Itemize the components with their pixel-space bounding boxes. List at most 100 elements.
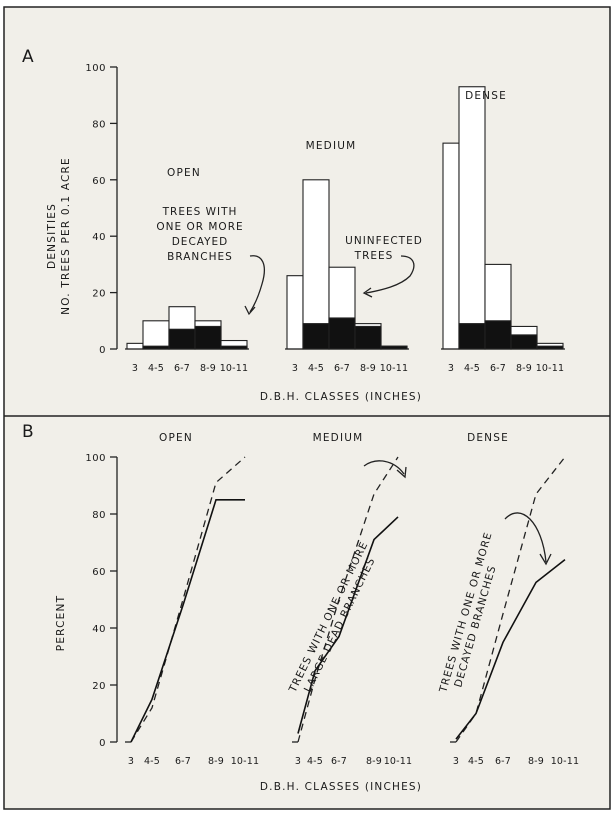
panel-b-category-label: 10-11 [384,756,413,767]
panel-b-group-label-open: OPEN [159,432,193,444]
panel-b-category-label: 6-7 [175,756,191,767]
panel-a-category-label: 10-11 [380,363,409,374]
panel-a-group-label-dense: DENSE [465,90,507,102]
panel-b-category-label: 6-7 [331,756,347,767]
panel-b-category-label: 8-9 [366,756,382,767]
panel-b-y-tick-label: 40 [92,624,106,635]
line-solid-medium [297,516,399,734]
bar-infected-medium-8-9 [354,325,382,350]
bar-infected-dense-8-9 [510,334,538,350]
panel-b-y-tick-label: 80 [92,510,106,521]
panel-a-category-label: 6-7 [174,363,190,374]
panel-a-category-label: 10-11 [536,363,565,374]
panel-b-category-label: 4-5 [144,756,160,767]
bar-total-medium-3 [286,275,304,350]
panel-b-group-label-medium: MEDIUM [313,432,364,444]
panel-b-y-tick-label: 100 [85,453,106,464]
annotation-medium-arrow [363,460,405,475]
annotation-decayed-line-4: BRANCHES [167,251,233,263]
panel-a-y-axis-title: DENSITIES [46,203,58,269]
panel-a-y-tick-label: 100 [85,63,106,74]
panel-b-label: B [22,422,34,442]
line-solid-dense [455,558,566,740]
panel-a: A DENSITIES NO. TREES PER 0.1 ACRE 0 20 40… [22,47,565,403]
annotation-decayed-line-1: TREES WITH [162,206,238,218]
panel-b-group-label-dense: DENSE [467,432,509,444]
annotation-dense-arrow [504,512,547,563]
panel-b-category-label: 10-11 [551,756,580,767]
bar-total-dense-4-5 [458,86,486,350]
panel-b-category-label: 10-11 [231,756,260,767]
panel-a-annotation-uninfected: UNINFECTED TREES [345,235,423,298]
line-dashed-medium [297,456,399,743]
bar-total-open-3 [126,342,144,350]
panel-a-category-label: 3 [448,363,454,374]
panel-b-y-tick-label: 20 [92,681,106,692]
line-dashed-dense [455,456,566,743]
panel-b-category-label: 4-5 [468,756,484,767]
panel-b-category-label: 4-5 [307,756,323,767]
panel-a-label: A [22,47,34,67]
annotation-uninfected-arrow [365,255,415,294]
panel-b-category-label: 8-9 [208,756,224,767]
line-dashed-open [130,456,246,743]
panel-b-category-label: 3 [128,756,134,767]
panel-a-y-tick-label: 40 [92,232,106,243]
panel-a-group-labels: OPEN MEDIUM DENSE [167,90,507,179]
panel-b-category-label: 3 [295,756,301,767]
annotation-decayed-arrowhead [244,305,256,316]
bar-infected-dense-6-7 [484,320,512,350]
panel-a-category-label: 8-9 [360,363,376,374]
bar-infected-open-6-7 [168,328,196,350]
panel-a-bars [125,86,565,350]
panel-b-y-axis-title: PERCENT [55,595,67,651]
panel-a-category-label: 10-11 [220,363,249,374]
bar-total-dense-3 [442,142,460,350]
annotation-uninfected-line-2: TREES [354,250,394,262]
panel-b-category-label: 3 [453,756,459,767]
panel-a-category-label: 3 [132,363,138,374]
bar-infected-medium-6-7 [328,317,356,350]
panel-a-category-label: 4-5 [464,363,480,374]
annotation-dense-arrowhead [539,553,552,566]
bar-total-open-4-5 [142,320,170,350]
panel-b-category-labels: 3 4-5 6-7 8-9 10-11 3 4-5 6-7 8-9 10-11 3 4-5 6-7 8-9… [128,756,579,767]
panel-b-x-axis-title: D.B.H. CLASSES (INCHES) [260,781,422,793]
panel-b-y-ticks: 0 20 40 60 80 100 [85,453,117,749]
panel-a-category-label: 3 [292,363,298,374]
panel-a-category-label: 4-5 [148,363,164,374]
panel-a-category-label: 6-7 [490,363,506,374]
panel-a-y-ticks: 0 20 40 60 80 100 [85,63,117,356]
panel-a-category-labels: 3 4-5 6-7 8-9 10-11 3 4-5 6-7 8-9 10-11 3 4-5 6-7 8-9… [132,363,564,374]
panel-a-y-tick-label: 60 [92,176,106,187]
panel-b-y-tick-label: 0 [99,738,106,749]
panel-b-category-label: 8-9 [528,756,544,767]
panel-a-y-tick-label: 80 [92,119,106,130]
panel-a-y-axis-subtitle: NO. TREES PER 0.1 ACRE [60,157,72,315]
panel-b-group-labels: OPEN MEDIUM DENSE [159,432,509,444]
panel-a-group-label-open: OPEN [167,167,201,179]
annotation-uninfected-line-1: UNINFECTED [345,235,423,247]
panel-a-category-label: 4-5 [308,363,324,374]
panel-a-category-label: 6-7 [334,363,350,374]
figure-frame [3,6,611,810]
panel-a-y-tick-label: 20 [92,289,106,300]
bar-infected-medium-4-5 [302,323,330,350]
panel-a-x-axis-title: D.B.H. CLASSES (INCHES) [260,391,422,403]
panel-b-category-label: 6-7 [495,756,511,767]
annotation-decayed-arrow [249,255,265,313]
panel-a-group-label-medium: MEDIUM [306,140,357,152]
annotation-decayed-line-3: DECAYED [172,236,229,248]
panel-b-y-tick-label: 60 [92,567,106,578]
panel-a-annotation-decayed: TREES WITH ONE OR MORE DECAYED BRANCHES [156,206,265,316]
bar-infected-open-8-9 [194,325,222,350]
annotation-decayed-line-2: ONE OR MORE [156,221,243,233]
panel-a-category-label: 8-9 [516,363,532,374]
annotation-uninfected-arrowhead [362,287,373,298]
line-solid-open [130,498,245,743]
bar-infected-dense-4-5 [458,323,486,350]
panel-a-y-tick-label: 0 [99,345,106,356]
panel-a-category-label: 8-9 [200,363,216,374]
panel-b-lines [125,456,566,743]
